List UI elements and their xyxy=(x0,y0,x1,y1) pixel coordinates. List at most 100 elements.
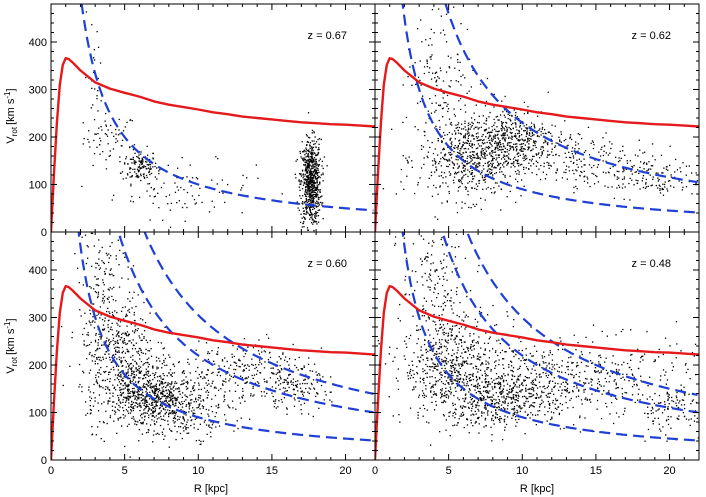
particle-point xyxy=(97,77,99,80)
particle-point xyxy=(109,312,111,315)
particle-point xyxy=(309,211,312,213)
particle-point xyxy=(148,350,151,352)
particle-point xyxy=(78,386,80,388)
particle-point xyxy=(160,381,163,383)
particle-point xyxy=(312,164,314,166)
particle-point xyxy=(187,403,190,405)
particle-point xyxy=(161,392,163,394)
particle-point xyxy=(453,6,455,8)
particle-point xyxy=(136,175,138,177)
particle-point xyxy=(104,371,106,374)
particle-point xyxy=(158,170,160,172)
particle-point xyxy=(131,371,133,373)
particle-point xyxy=(303,182,305,185)
particle-point xyxy=(284,359,286,361)
particle-point xyxy=(274,400,276,402)
particle-point xyxy=(128,333,130,335)
particle-point xyxy=(434,216,436,218)
particle-point xyxy=(314,176,317,178)
particle-point xyxy=(160,415,162,418)
particle-point xyxy=(108,311,110,313)
particle-point xyxy=(120,357,122,359)
particle-point xyxy=(536,115,539,117)
particle-point xyxy=(460,75,462,78)
particle-point xyxy=(523,125,525,127)
particle-point xyxy=(161,367,163,369)
particle-point xyxy=(422,359,424,361)
particle-point xyxy=(99,356,101,359)
particle-point xyxy=(251,358,253,360)
particle-point xyxy=(527,146,529,148)
particle-point xyxy=(121,393,123,395)
particle-point xyxy=(82,370,84,372)
particle-point xyxy=(140,167,142,169)
particle-point xyxy=(469,123,471,126)
particle-point xyxy=(96,278,98,280)
particle-point xyxy=(133,314,135,316)
particle-point xyxy=(572,162,575,164)
particle-point xyxy=(129,381,131,383)
particle-point xyxy=(169,369,172,371)
particle-point xyxy=(121,171,124,173)
particle-point xyxy=(482,115,484,117)
particle-point xyxy=(148,357,150,359)
particle-point xyxy=(315,186,317,189)
particle-point xyxy=(527,149,529,151)
particle-point xyxy=(622,145,624,147)
particle-point xyxy=(109,380,111,383)
particle-point xyxy=(470,373,472,376)
particle-point xyxy=(126,331,129,333)
particle-point xyxy=(489,135,492,137)
particle-point xyxy=(457,81,460,83)
particle-point xyxy=(300,213,302,215)
particle-point xyxy=(175,398,177,400)
particle-point xyxy=(169,396,171,398)
particle-point xyxy=(253,374,256,376)
particle-point xyxy=(455,127,457,129)
particle-point xyxy=(127,371,129,373)
particle-point xyxy=(239,360,241,362)
particle-point xyxy=(433,393,436,395)
particle-point xyxy=(310,382,313,385)
particle-point xyxy=(161,431,163,433)
particle-point xyxy=(442,80,445,82)
particle-point xyxy=(308,193,310,195)
particle-point xyxy=(145,387,148,389)
particle-point xyxy=(174,425,176,427)
particle-point xyxy=(303,160,305,162)
particle-point xyxy=(141,422,144,424)
particle-point xyxy=(252,347,255,349)
particle-point xyxy=(105,112,107,115)
shell-curve-3 xyxy=(143,232,374,395)
particle-point xyxy=(125,343,127,346)
particle-point xyxy=(176,202,178,204)
particle-point xyxy=(125,385,127,387)
particle-point xyxy=(441,202,443,204)
particle-point xyxy=(497,154,499,156)
particle-point xyxy=(138,377,140,379)
particle-point xyxy=(167,203,169,205)
particle-point xyxy=(312,183,314,185)
particle-point xyxy=(648,161,650,163)
particle-point xyxy=(170,398,172,400)
particle-point xyxy=(263,367,266,369)
particle-point xyxy=(607,154,610,156)
particle-point xyxy=(160,342,162,344)
particle-point xyxy=(176,431,178,433)
particle-point xyxy=(167,383,169,386)
particle-point xyxy=(488,136,490,138)
particle-point xyxy=(193,390,195,392)
particle-point xyxy=(227,404,229,406)
particle-point xyxy=(320,196,322,198)
particle-point xyxy=(449,379,451,381)
particle-point xyxy=(107,403,109,405)
particle-point xyxy=(434,160,437,163)
particle-point xyxy=(300,404,302,406)
particle-point xyxy=(559,140,561,142)
particle-point xyxy=(158,433,160,435)
particle-point xyxy=(310,202,312,204)
particle-point xyxy=(485,100,488,102)
particle-point xyxy=(97,376,100,378)
particle-point xyxy=(508,149,510,152)
particle-point xyxy=(448,85,450,87)
